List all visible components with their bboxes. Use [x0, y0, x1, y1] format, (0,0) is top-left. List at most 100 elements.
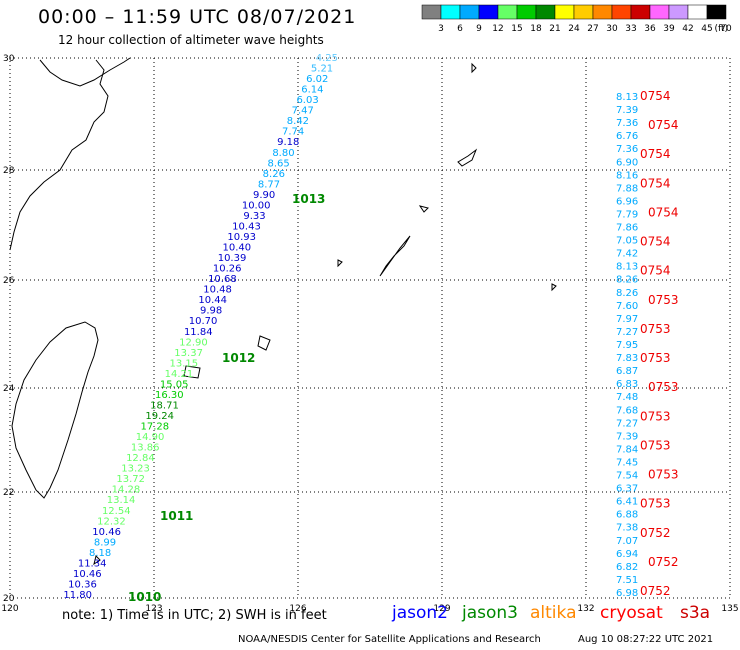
track-height-label: 10.00 — [242, 200, 271, 211]
track-height-label: 7.74 — [282, 127, 304, 138]
track-height-label: 9.98 — [200, 306, 222, 317]
right-height-label: 7.48 — [616, 392, 638, 403]
colorbar-label: 3 — [438, 24, 444, 34]
small-island-g — [551, 283, 557, 292]
colorbar-label: 45 — [701, 24, 712, 34]
right-time-label: 0754 — [640, 264, 671, 278]
track-height-label: 8.42 — [287, 116, 309, 127]
lat-tick-label: 24 — [3, 384, 15, 394]
track-height-label: 8.80 — [272, 148, 294, 159]
page-subtitle: 12 hour collection of altimeter wave hei… — [58, 33, 324, 47]
right-height-label: 6.37 — [616, 484, 638, 495]
right-height-label: 7.27 — [616, 418, 638, 429]
right-height-label: 7.97 — [616, 314, 638, 325]
colorbar-label: 30 — [606, 24, 618, 34]
track-height-label: 10.36 — [68, 579, 97, 590]
right-height-label: 7.51 — [616, 575, 638, 586]
right-height-label: 7.39 — [616, 105, 638, 116]
colorbar: 3 6 9 12 15 18 21 24 27 30 33 36 39 42 45 70(ft) — [421, 4, 732, 34]
track-height-label: 10.93 — [227, 232, 256, 243]
small-island-a — [471, 62, 477, 74]
right-height-label: 8.13 — [616, 262, 638, 273]
colorbar-label: 36 — [644, 24, 656, 34]
right-time-label: 0753 — [640, 322, 671, 336]
colorbar-label: 15 — [511, 24, 522, 34]
track-time-label: 1012 — [222, 351, 255, 365]
lon-tick-label: 132 — [577, 604, 594, 614]
right-time-label: 0754 — [640, 89, 671, 103]
track-height-label: 9.18 — [277, 137, 299, 148]
track-height-label: 8.18 — [89, 548, 111, 559]
right-height-label: 7.36 — [616, 118, 638, 129]
track-height-label: 13.72 — [116, 474, 145, 485]
lon-tick-label: 126 — [289, 604, 306, 614]
track-height-label: 13.14 — [107, 495, 136, 506]
pass-time-labels: 1013 1012 1011 1010 0754 0754 0754 0754 0754 0754… — [128, 89, 679, 604]
right-time-label: 0753 — [640, 497, 671, 511]
track-height-label: 6.14 — [301, 85, 323, 96]
colorbar-swatch — [516, 4, 537, 20]
japan-coast — [9, 59, 109, 251]
track-height-label: 8.99 — [94, 537, 116, 548]
right-height-label: 8.13 — [616, 92, 638, 103]
right-height-label: 6.94 — [616, 549, 638, 560]
track-height-label: 6.02 — [306, 74, 328, 85]
small-island-c — [337, 259, 343, 268]
track-height-label: 13.15 — [169, 358, 198, 369]
right-height-label: 6.90 — [616, 157, 638, 168]
right-height-label: 7.95 — [616, 340, 638, 351]
colorbar-label: 12 — [492, 24, 503, 34]
right-height-label: 7.36 — [616, 144, 638, 155]
colorbar-swatch — [459, 4, 480, 20]
track-height-label: 14.90 — [136, 432, 165, 443]
colorbar-swatch — [687, 4, 708, 20]
right-height-label: 7.45 — [616, 457, 638, 468]
track-height-label: 12.32 — [97, 516, 126, 527]
right-height-label: 7.38 — [616, 523, 638, 534]
colorbar-swatch — [554, 4, 575, 20]
track-height-label: 8.77 — [258, 179, 280, 190]
right-time-label: 0753 — [640, 438, 671, 452]
track-height-label: 10.40 — [223, 243, 252, 254]
track-height-label: 11.34 — [78, 558, 107, 569]
right-time-label: 0753 — [648, 468, 679, 482]
right-height-label: 6.82 — [616, 562, 638, 573]
track-height-label: 9.90 — [253, 190, 275, 201]
track-height-label: 15.05 — [160, 379, 189, 390]
track-height-label: 12.84 — [126, 453, 155, 464]
colorbar-swatch — [478, 4, 499, 20]
colorbar-label: 42 — [682, 24, 693, 34]
colorbar-label: 70 — [720, 24, 732, 34]
legend-altika: altika — [530, 603, 577, 623]
legend-cryosat: cryosat — [600, 603, 663, 623]
right-height-label: 8.16 — [616, 170, 638, 181]
legend-jason3: jason3 — [462, 603, 518, 623]
right-height-label: 6.76 — [616, 131, 638, 142]
colorbar-label: 18 — [530, 24, 542, 34]
colorbar-swatch — [535, 4, 556, 20]
right-time-label: 0754 — [640, 147, 671, 161]
right-height-label: 6.41 — [616, 497, 638, 508]
right-height-label: 6.88 — [616, 510, 638, 521]
right-time-label: 0753 — [640, 351, 671, 365]
right-height-label: 7.60 — [616, 301, 638, 312]
right-height-label: 7.86 — [616, 223, 638, 234]
colorbar-label: 39 — [663, 24, 675, 34]
lon-tick-label: 123 — [145, 604, 162, 614]
right-time-label: 0754 — [640, 176, 671, 190]
track-height-label: 10.46 — [92, 527, 121, 538]
small-island-b — [418, 205, 429, 213]
timestamp-text: Aug 10 08:27:22 UTC 2021 — [578, 634, 714, 645]
track-height-label: 10.70 — [189, 316, 218, 327]
credit-text: NOAA/NESDIS Center for Satellite Applica… — [238, 634, 541, 645]
right-time-label: 0754 — [640, 235, 671, 249]
colorbar-label: 9 — [476, 24, 482, 34]
lon-tick-label: 120 — [1, 604, 18, 614]
track-time-label: 1013 — [292, 192, 325, 206]
track-height-label: 8.26 — [263, 169, 285, 180]
colorbar-swatch — [497, 4, 518, 20]
track-height-label: 17.28 — [141, 422, 170, 433]
track-height-label: 18.71 — [150, 400, 179, 411]
track-height-label: 11.80 — [63, 590, 92, 601]
right-height-label: 8.26 — [616, 275, 638, 286]
